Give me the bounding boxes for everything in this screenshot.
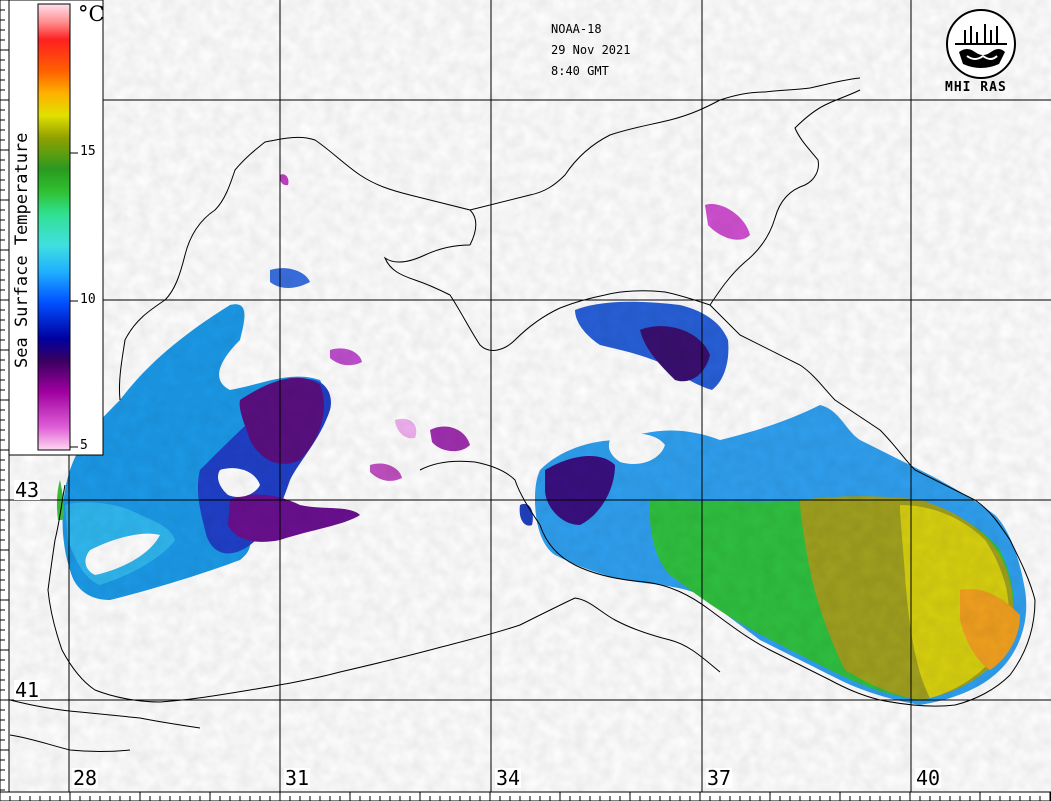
legend-tick-15: 15 [80, 144, 96, 159]
coastline-bosphorus [9, 699, 201, 752]
satellite-name: NOAA-18 [551, 22, 602, 36]
acquisition-time: 8:40 GMT [551, 64, 609, 78]
lon-label-40: 40 [915, 766, 942, 790]
legend-unit: °C [78, 2, 105, 26]
lon-label-34: 34 [495, 766, 522, 790]
legend-tick-10: 10 [80, 292, 96, 307]
legend-title: Sea Surface Temperature [12, 132, 32, 368]
legend-colorbar [37, 3, 71, 451]
mhi-ras-logo [946, 9, 1016, 79]
lat-label-43: 43 [14, 478, 41, 502]
acquisition-date: 29 Nov 2021 [551, 43, 631, 57]
lon-label-31: 31 [284, 766, 311, 790]
legend-tick-5: 5 [80, 438, 88, 453]
bottom-ruler [0, 791, 1051, 801]
legend-panel [8, 0, 104, 456]
lon-label-37: 37 [706, 766, 733, 790]
left-ruler [0, 0, 10, 801]
coastline [47, 77, 1036, 707]
logo-caption: MHI RAS [945, 80, 1007, 95]
lat-label-41: 41 [14, 678, 41, 702]
lon-label-28: 28 [72, 766, 99, 790]
